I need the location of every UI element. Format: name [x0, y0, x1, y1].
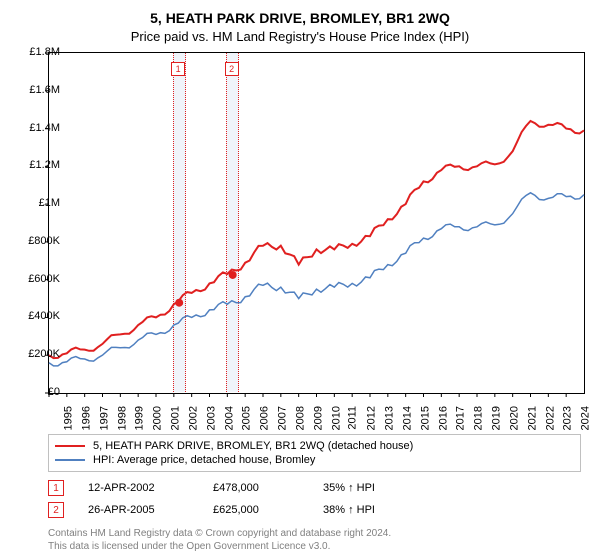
x-axis-label: 2024: [580, 406, 592, 430]
x-axis-label: 1998: [116, 406, 128, 430]
series-line-property: [49, 121, 584, 358]
y-axis-label: £1M: [39, 197, 60, 209]
transaction-price: £478,000: [213, 482, 323, 494]
price-marker-dot: [229, 271, 237, 279]
x-axis-label: 2017: [455, 406, 467, 430]
x-axis-label: 2022: [544, 406, 556, 430]
x-axis-label: 2013: [383, 406, 395, 430]
x-axis-label: 1999: [134, 406, 146, 430]
x-axis-label: 2019: [490, 406, 502, 430]
x-axis-label: 2011: [347, 406, 359, 430]
transaction-marker-box: 2: [48, 502, 64, 518]
y-axis-label: £400K: [28, 310, 60, 322]
x-axis-label: 2005: [241, 406, 253, 430]
x-axis-label: 2004: [223, 406, 235, 430]
x-axis-label: 1996: [80, 406, 92, 430]
legend-label: HPI: Average price, detached house, Brom…: [93, 454, 315, 466]
transaction-delta: 38% ↑ HPI: [323, 504, 413, 516]
legend-swatch: [55, 459, 85, 461]
x-axis-label: 2007: [276, 406, 288, 430]
price-marker-flag: 2: [225, 62, 239, 76]
price-marker-dot: [175, 299, 183, 307]
legend-label: 5, HEATH PARK DRIVE, BROMLEY, BR1 2WQ (d…: [93, 440, 413, 452]
y-axis-label: £800K: [28, 235, 60, 247]
chart-subtitle: Price paid vs. HM Land Registry's House …: [0, 26, 600, 44]
chart-plot-area: [48, 52, 585, 394]
x-axis-label: 2015: [419, 406, 431, 430]
x-axis-label: 2014: [401, 406, 413, 430]
transaction-row: 1 12-APR-2002£478,00035% ↑ HPI: [48, 480, 581, 496]
x-axis-label: 2000: [152, 406, 164, 430]
transaction-date: 12-APR-2002: [88, 482, 213, 494]
x-axis-label: 2010: [330, 406, 342, 430]
x-axis-label: 2009: [312, 406, 324, 430]
x-axis-label: 1997: [98, 406, 110, 430]
y-axis-label: £0: [48, 386, 60, 398]
x-axis-label: 2012: [366, 406, 378, 430]
y-axis-label: £200K: [28, 348, 60, 360]
transaction-price: £625,000: [213, 504, 323, 516]
legend-row: HPI: Average price, detached house, Brom…: [55, 453, 574, 467]
x-axis-label: 2018: [473, 406, 485, 430]
chart-title: 5, HEATH PARK DRIVE, BROMLEY, BR1 2WQ: [0, 0, 600, 26]
y-axis-label: £1.8M: [29, 46, 60, 58]
x-axis-label: 2020: [508, 406, 520, 430]
legend-row: 5, HEATH PARK DRIVE, BROMLEY, BR1 2WQ (d…: [55, 439, 574, 453]
x-axis-label: 1995: [62, 406, 74, 430]
disclaimer-line-2: This data is licensed under the Open Gov…: [48, 541, 581, 552]
legend-swatch: [55, 445, 85, 447]
series-line-hpi: [49, 193, 584, 366]
price-marker-flag: 1: [171, 62, 185, 76]
y-axis-label: £1.6M: [29, 84, 60, 96]
x-axis-label: 2003: [205, 406, 217, 430]
transaction-date: 26-APR-2005: [88, 504, 213, 516]
chart-svg: [49, 53, 584, 393]
y-axis-label: £600K: [28, 273, 60, 285]
transaction-delta: 35% ↑ HPI: [323, 482, 413, 494]
x-axis-label: 2021: [526, 406, 538, 430]
y-axis-label: £1.4M: [29, 122, 60, 134]
chart-container: 5, HEATH PARK DRIVE, BROMLEY, BR1 2WQ Pr…: [0, 0, 600, 560]
x-axis-label: 2002: [187, 406, 199, 430]
x-axis-label: 2006: [259, 406, 271, 430]
x-axis-label: 2023: [562, 406, 574, 430]
transaction-marker-box: 1: [48, 480, 64, 496]
x-axis-label: 2008: [294, 406, 306, 430]
legend-box: 5, HEATH PARK DRIVE, BROMLEY, BR1 2WQ (d…: [48, 434, 581, 472]
y-axis-label: £1.2M: [29, 159, 60, 171]
x-axis-label: 2001: [169, 406, 181, 430]
x-axis-label: 2016: [437, 406, 449, 430]
transaction-row: 2 26-APR-2005£625,00038% ↑ HPI: [48, 502, 581, 518]
disclaimer-line-1: Contains HM Land Registry data © Crown c…: [48, 528, 581, 539]
